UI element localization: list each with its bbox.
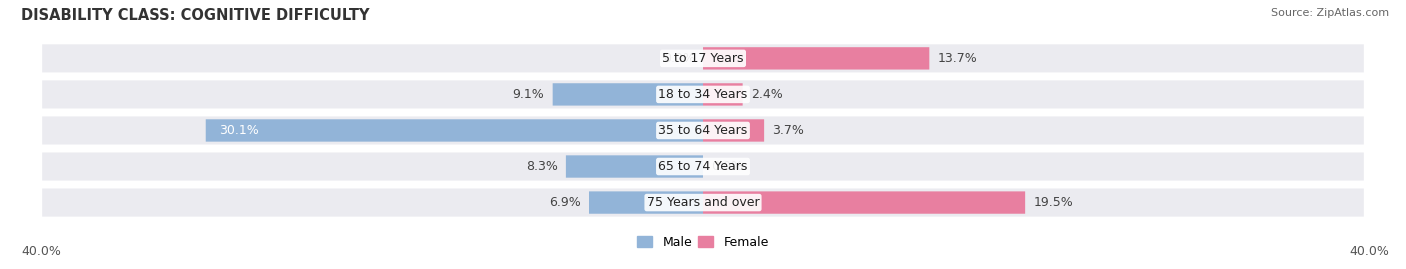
Text: 40.0%: 40.0% bbox=[21, 245, 60, 258]
FancyBboxPatch shape bbox=[42, 80, 1364, 108]
Text: 0.0%: 0.0% bbox=[662, 52, 695, 65]
Text: 35 to 64 Years: 35 to 64 Years bbox=[658, 124, 748, 137]
Text: Source: ZipAtlas.com: Source: ZipAtlas.com bbox=[1271, 8, 1389, 18]
Text: 30.1%: 30.1% bbox=[219, 124, 259, 137]
FancyBboxPatch shape bbox=[42, 153, 1364, 180]
Text: DISABILITY CLASS: COGNITIVE DIFFICULTY: DISABILITY CLASS: COGNITIVE DIFFICULTY bbox=[21, 8, 370, 23]
Text: 65 to 74 Years: 65 to 74 Years bbox=[658, 160, 748, 173]
Text: 0.0%: 0.0% bbox=[711, 160, 744, 173]
FancyBboxPatch shape bbox=[703, 47, 929, 70]
FancyBboxPatch shape bbox=[565, 155, 703, 178]
Text: 5 to 17 Years: 5 to 17 Years bbox=[662, 52, 744, 65]
Text: 19.5%: 19.5% bbox=[1033, 196, 1073, 209]
FancyBboxPatch shape bbox=[703, 191, 1025, 214]
Text: 18 to 34 Years: 18 to 34 Years bbox=[658, 88, 748, 101]
Text: 6.9%: 6.9% bbox=[548, 196, 581, 209]
FancyBboxPatch shape bbox=[589, 191, 703, 214]
FancyBboxPatch shape bbox=[703, 119, 763, 142]
FancyBboxPatch shape bbox=[553, 83, 703, 106]
Text: 3.7%: 3.7% bbox=[772, 124, 804, 137]
FancyBboxPatch shape bbox=[42, 44, 1364, 72]
FancyBboxPatch shape bbox=[205, 119, 703, 142]
Text: 13.7%: 13.7% bbox=[938, 52, 977, 65]
Text: 75 Years and over: 75 Years and over bbox=[647, 196, 759, 209]
Legend: Male, Female: Male, Female bbox=[633, 231, 773, 254]
FancyBboxPatch shape bbox=[42, 189, 1364, 217]
Text: 2.4%: 2.4% bbox=[751, 88, 783, 101]
FancyBboxPatch shape bbox=[703, 83, 742, 106]
Text: 8.3%: 8.3% bbox=[526, 160, 558, 173]
Text: 9.1%: 9.1% bbox=[513, 88, 544, 101]
Text: 40.0%: 40.0% bbox=[1350, 245, 1389, 258]
FancyBboxPatch shape bbox=[42, 116, 1364, 144]
